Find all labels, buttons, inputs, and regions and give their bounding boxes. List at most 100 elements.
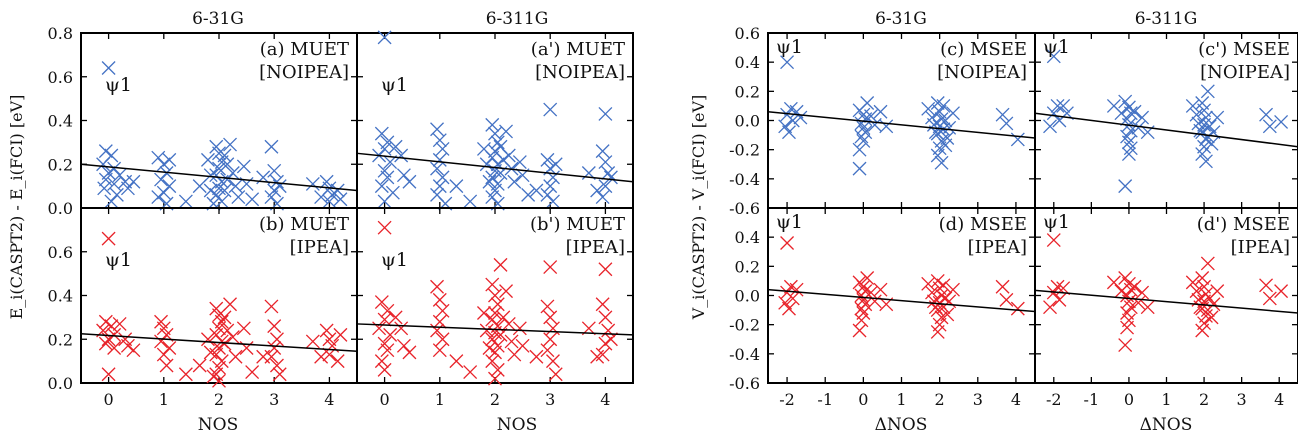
data-point: [209, 187, 224, 202]
data-point: [546, 321, 560, 336]
panel-a: 0.0 0.2 0.4 0.6 0.8 (a) MUET[NOIPEA] ψ1: [48, 24, 358, 218]
data-point: [380, 170, 395, 185]
data-point: [430, 161, 444, 176]
right-x-axis-label-1: ΔNOS: [875, 415, 928, 435]
data-point: [101, 231, 116, 246]
data-point: [1189, 284, 1204, 299]
data-point: [496, 310, 511, 325]
data-point: [104, 194, 119, 209]
right-col-title-1: 6-31G: [875, 9, 927, 29]
data-point: [1050, 279, 1065, 294]
data-point: [1120, 288, 1135, 303]
data-point: [1010, 132, 1025, 147]
data-point: [488, 371, 502, 386]
y-tick-label: 0.0: [735, 112, 760, 131]
data-point: [864, 285, 878, 300]
data-point: [432, 314, 447, 329]
x-tick-label: 3: [545, 390, 555, 409]
data-point: [490, 135, 505, 150]
data-point: [394, 148, 409, 163]
data-point: [1259, 107, 1274, 122]
psi1-annotation: ψ1: [1043, 211, 1070, 233]
data-point: [598, 179, 613, 194]
data-point: [1200, 84, 1215, 99]
data-point: [212, 146, 226, 161]
data-point: [603, 170, 618, 185]
y-tick-label: 0.2: [48, 330, 73, 349]
data-point: [852, 323, 867, 338]
data-point: [1185, 275, 1200, 290]
y-tick-label: -0.6: [729, 199, 760, 218]
data-point: [995, 107, 1010, 122]
data-point: [126, 174, 141, 189]
data-point: [785, 291, 800, 306]
fit-line: [356, 323, 634, 336]
data-point: [479, 157, 494, 172]
x-tick-label: 1: [435, 390, 445, 409]
data-point: [930, 148, 945, 163]
data-point: [1046, 233, 1061, 248]
data-point: [942, 294, 957, 309]
y-tick-label: 0.0: [48, 199, 73, 218]
data-point: [1118, 179, 1133, 194]
data-point: [999, 292, 1014, 307]
data-point: [228, 179, 243, 194]
x-tick-label: 2: [214, 390, 224, 409]
data-point: [435, 170, 450, 185]
data-point: [101, 61, 116, 75]
data-point: [264, 139, 279, 154]
data-point: [107, 161, 122, 176]
right-chart-group: -0.6-0.4-0.20.00.20.40.6(c) MSEE[NOIPEA]…: [729, 24, 1298, 409]
left-x-axis-label-2: NOS: [497, 415, 537, 435]
data-point: [217, 310, 232, 325]
y-tick-label: 0.2: [735, 257, 760, 276]
data-point: [236, 159, 251, 174]
data-point: [1120, 320, 1135, 335]
data-point: [151, 150, 166, 165]
data-point: [126, 343, 141, 358]
data-point: [272, 179, 287, 194]
data-point: [212, 373, 226, 388]
data-point: [780, 55, 795, 70]
data-point: [1046, 49, 1061, 64]
data-point: [107, 176, 122, 191]
data-point: [225, 330, 240, 345]
data-point: [217, 148, 232, 163]
data-point: [793, 110, 808, 125]
data-point: [780, 236, 795, 250]
x-tick-label: 0: [1124, 390, 1134, 409]
left-col-title-2: 6-311G: [486, 9, 549, 29]
data-point: [314, 349, 329, 364]
x-tick-label: 4: [600, 390, 610, 409]
data-point: [203, 345, 218, 360]
data-point: [529, 349, 544, 364]
data-point: [203, 183, 218, 198]
data-point: [546, 194, 560, 209]
data-point: [854, 116, 869, 131]
data-point: [319, 323, 334, 338]
data-point: [264, 349, 279, 364]
data-point: [1204, 136, 1219, 151]
panel-label: (c') MSEE: [1198, 39, 1290, 60]
data-point: [485, 312, 500, 327]
panel-label-method: [NOIPEA]: [259, 62, 349, 83]
data-point: [270, 358, 284, 373]
x-tick-label: 3: [973, 390, 983, 409]
panel-label: (b') MUET: [530, 214, 625, 235]
data-point: [151, 190, 166, 205]
data-point: [1118, 338, 1133, 353]
data-point: [1200, 256, 1215, 271]
y-tick-label: 0.6: [48, 243, 73, 262]
data-point: [1140, 300, 1155, 315]
data-point: [598, 262, 613, 277]
data-point: [104, 319, 119, 334]
x-tick-label: 2: [935, 390, 945, 409]
data-point: [402, 345, 417, 360]
data-point: [873, 282, 888, 297]
data-point: [543, 332, 558, 347]
data-point: [264, 299, 279, 314]
data-point: [485, 117, 500, 132]
data-point: [1120, 129, 1135, 144]
panel-b': 0 1 2 3 4 (b') MUET[IPEA] ψ1: [356, 207, 634, 409]
data-point: [107, 341, 122, 355]
